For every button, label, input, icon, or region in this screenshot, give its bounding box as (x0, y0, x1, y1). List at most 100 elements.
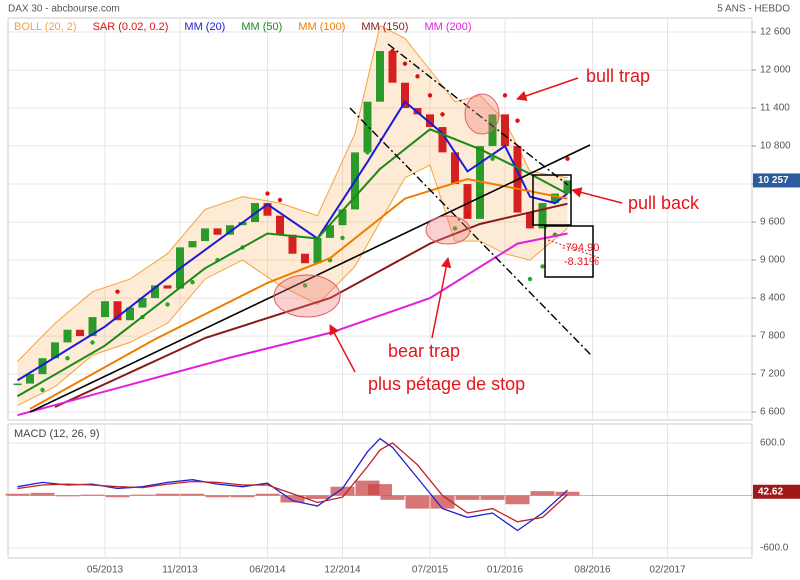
legend-entry: MM (200) (424, 21, 471, 33)
sar-dot (265, 191, 270, 196)
macd-histogram-bar (180, 493, 205, 496)
price-candle (188, 241, 197, 248)
sar-dot (415, 74, 420, 79)
macd-histogram-bar (380, 495, 405, 500)
sar-dot (465, 213, 470, 218)
macd-panel (7, 423, 753, 559)
macd-histogram-bar (255, 493, 280, 496)
current-price-box (753, 173, 800, 188)
sar-dot (540, 264, 545, 269)
macd-histogram-bar (430, 495, 455, 509)
support-trendline (29, 144, 591, 413)
price-candle (538, 203, 547, 229)
sar-dot (440, 112, 445, 117)
y-tick-label: 7 200 (760, 369, 785, 380)
macd-histogram-bar (55, 495, 80, 497)
arrow (329, 324, 356, 373)
x-tick-label: 06/2014 (249, 565, 286, 576)
measure-line (547, 239, 601, 259)
y-tick-label: 12 000 (760, 65, 791, 76)
price-candle (463, 184, 472, 219)
moving-average (16, 100, 569, 382)
price-candle (76, 329, 84, 337)
price-candle (126, 307, 134, 321)
sar-dot (165, 302, 170, 307)
price-candle (213, 228, 222, 235)
annotation: bear trap (388, 341, 460, 361)
sar-dot (352, 200, 358, 206)
sar-dot (115, 289, 120, 294)
price-candle (276, 215, 284, 235)
macd-histogram-bar (105, 495, 130, 498)
price-candle (388, 51, 397, 83)
sar-dot (527, 276, 533, 282)
sar-dot (402, 61, 408, 66)
price-candle (263, 203, 272, 216)
x-tick-label: 07/2015 (412, 565, 449, 576)
macd-title: MACD (12, 26, 9) (14, 428, 100, 440)
price-candle (226, 225, 234, 235)
price-candle (438, 127, 447, 153)
x-tick-label: 12/2014 (324, 565, 361, 576)
macd-line (17, 442, 568, 523)
zone-box (532, 174, 572, 226)
annotation: -794.90 (562, 242, 599, 254)
y-tick-label: 9 000 (760, 255, 785, 266)
price-candle (426, 114, 434, 128)
price-candle (376, 51, 384, 102)
macd-histogram-bar (368, 484, 392, 496)
y-tick-label: 8 400 (760, 293, 785, 304)
macd-line (17, 437, 568, 532)
macd-histogram-bar (480, 495, 505, 500)
y-tick-label: 600.0 (760, 438, 785, 449)
arrow (570, 187, 623, 204)
data-layer: 05/2013 11/2013 06/2014 12/2014 07/2015 01/20… (5, 18, 791, 576)
price-candle (526, 212, 534, 229)
price-candle (401, 82, 409, 109)
legend-entry: MM (100) (298, 21, 345, 33)
y-tick-label: 7 800 (760, 331, 785, 342)
x-tick-label: 11/2013 (162, 565, 198, 576)
macd-histogram-bar (5, 493, 30, 496)
macd-histogram-bar (505, 495, 530, 505)
trap-circle (273, 274, 341, 318)
y-tick-label: -600.0 (760, 543, 789, 554)
chart-title: DAX 30 - abcbourse.com (8, 4, 120, 15)
sar-dot (40, 387, 45, 393)
bollinger-upper (17, 24, 568, 362)
sar-dot (365, 150, 370, 155)
main-panel (7, 17, 753, 421)
macd-histogram-bar (280, 495, 305, 503)
sar-dot (515, 118, 520, 123)
sar-dot (490, 156, 495, 161)
macd-value-box (753, 484, 800, 499)
macd-histogram-bar (130, 494, 155, 496)
macd-histogram-bar (455, 495, 480, 500)
chart-subtitle: 5 ANS - HEBDO (717, 4, 790, 15)
price-candle (326, 225, 334, 238)
x-tick-label: 05/2013 (87, 565, 124, 576)
price-candle (26, 374, 34, 384)
legend-entry: MM (150) (361, 21, 408, 33)
y-tick-label: 11 400 (760, 103, 790, 114)
macd-histogram-bar (230, 495, 255, 498)
annotation: pull back (628, 193, 700, 213)
price-candle (476, 146, 484, 219)
arrow (516, 77, 579, 101)
price-candle (451, 152, 459, 185)
sar-dot (477, 188, 483, 193)
sar-dot (452, 226, 458, 231)
x-tick-label: 08/2016 (574, 565, 611, 576)
legend-entry: MM (20) (184, 21, 225, 33)
legend-entry: MM (50) (241, 21, 282, 33)
annotation-layer: bull trap pull back bear trap plus pétag… (29, 43, 700, 413)
macd-histogram-bar (555, 491, 580, 496)
x-tick-label: 01/2016 (487, 565, 524, 576)
moving-average (17, 232, 568, 417)
y-tick-label: 12 600 (760, 27, 791, 38)
sar-dot (427, 93, 433, 98)
macd-histogram-bar (305, 495, 330, 499)
price-candle (113, 301, 122, 321)
